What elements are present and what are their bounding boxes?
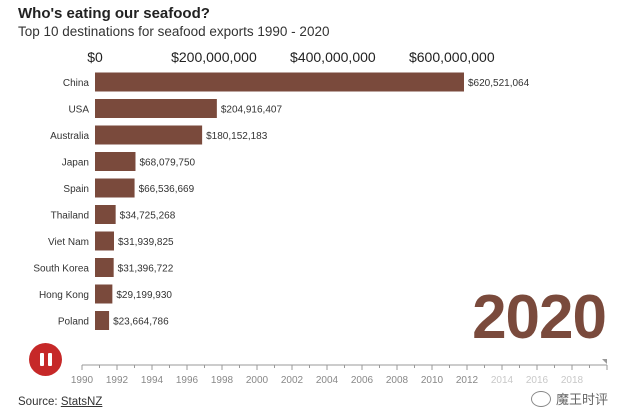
value-label: $23,664,786 [113, 317, 169, 328]
bar [95, 72, 464, 92]
value-label: $66,536,669 [139, 184, 195, 195]
category-label: China [63, 78, 90, 89]
timeline-end-marker [602, 359, 607, 364]
source-link[interactable]: StatsNZ [60, 396, 103, 408]
bar [95, 152, 136, 171]
timeline-year-label: 1990 [71, 375, 94, 386]
watermark: 魔王时评 [530, 389, 608, 408]
timeline-year-label: 2016 [526, 375, 549, 386]
bar [95, 99, 217, 118]
value-label: $29,199,930 [116, 290, 172, 301]
value-label: $34,725,268 [120, 211, 176, 222]
value-label: $204,916,407 [221, 105, 283, 116]
category-label: USA [68, 105, 89, 116]
value-label: $180,152,183 [206, 131, 268, 142]
timeline-year-label: 2010 [421, 375, 444, 386]
watermark-text: 魔王时评 [555, 392, 608, 407]
bar [95, 258, 114, 277]
bar [95, 125, 203, 145]
category-label: Poland [58, 317, 89, 328]
value-label: $68,079,750 [139, 158, 195, 169]
category-label: Australia [50, 131, 89, 142]
category-label: Spain [63, 184, 89, 195]
source-note: Source: StatsNZ [18, 396, 102, 408]
timeline-year-label: 2004 [316, 375, 339, 386]
value-label: $620,521,064 [468, 78, 530, 89]
category-label: Japan [62, 158, 89, 169]
timeline-year-label: 2006 [351, 375, 374, 386]
pause-icon [39, 353, 44, 366]
current-year-label: 2020 [472, 283, 607, 352]
timeline-year-label: 2018 [561, 375, 584, 386]
x-tick-label: $400,000,000 [290, 49, 376, 65]
category-label: South Korea [33, 264, 89, 275]
timeline-year-label: 2000 [246, 375, 269, 386]
timeline-year-label: 1998 [211, 375, 234, 386]
bar [95, 231, 114, 251]
bar [95, 311, 110, 330]
source-prefix: Source: [18, 396, 61, 408]
timeline-year-label: 2002 [281, 375, 304, 386]
bar [95, 284, 113, 304]
value-label: $31,396,722 [118, 264, 174, 275]
x-tick-label: $600,000,000 [409, 49, 495, 65]
timeline-year-label: 1992 [106, 375, 129, 386]
bar [95, 205, 116, 224]
wechat-icon [530, 390, 551, 407]
chart-title: Who's eating our seafood? [18, 5, 210, 22]
pause-icon-bar [47, 353, 52, 366]
category-label: Viet Nam [48, 237, 89, 248]
pause-button[interactable] [29, 343, 62, 376]
timeline-year-label: 2008 [386, 375, 409, 386]
timeline-year-label: 1996 [176, 375, 199, 386]
timeline-year-label: 2014 [491, 375, 514, 386]
category-label: Hong Kong [39, 290, 89, 301]
bar [95, 178, 135, 198]
timeline-year-label: 1994 [141, 375, 164, 386]
x-tick-label: $200,000,000 [171, 49, 257, 65]
chart-subtitle: Top 10 destinations for seafood exports … [18, 24, 330, 39]
category-label: Thailand [51, 211, 89, 222]
x-tick-label: $0 [87, 49, 103, 65]
value-label: $31,939,825 [118, 237, 174, 248]
timeline-year-label: 2012 [456, 375, 479, 386]
